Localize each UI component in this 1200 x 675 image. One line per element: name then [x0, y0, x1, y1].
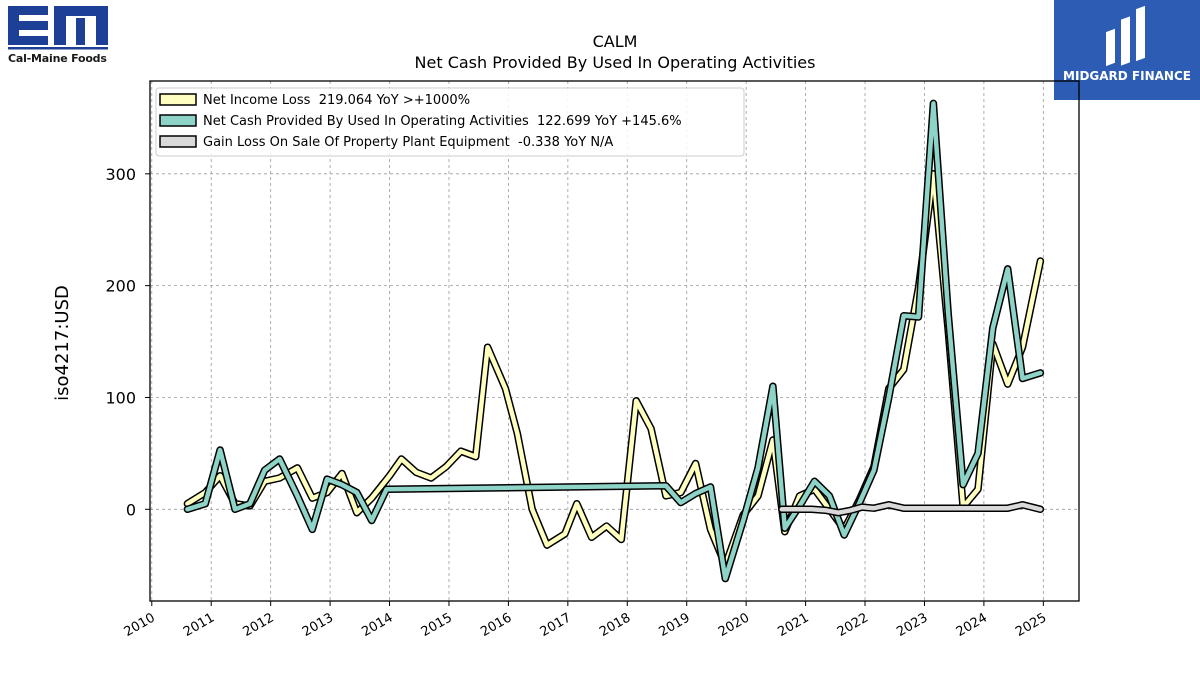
x-tick-label: 2025: [1013, 610, 1049, 640]
x-tick-label: 2013: [300, 610, 336, 640]
y-axis: 0 100 200 300: [105, 165, 150, 519]
legend: Net Income Loss 219.064 YoY >+1000% Net …: [155, 87, 745, 157]
legend-swatch-net-income: [159, 93, 197, 106]
legend-box: [155, 87, 745, 157]
y-tick-label: 0: [126, 500, 136, 519]
x-tick-label: 2021: [775, 610, 811, 640]
series-2: [778, 501, 1045, 517]
legend-label-operating-cash: Net Cash Provided By Used In Operating A…: [203, 114, 682, 129]
x-tick-label: 2023: [894, 610, 930, 640]
company-logo: Cal-Maine Foods: [8, 6, 108, 66]
x-tick-label: 2020: [716, 610, 752, 640]
chart-subtitle: Net Cash Provided By Used In Operating A…: [415, 53, 816, 72]
series-line: [185, 101, 1043, 581]
legend-swatch-gain-loss: [159, 135, 197, 148]
x-tick-label: 2024: [954, 610, 990, 640]
x-tick-label: 2015: [419, 610, 455, 640]
x-tick-label: 2017: [538, 610, 574, 640]
partner-badge-icon: [1106, 5, 1145, 67]
x-tick-label: 2010: [122, 610, 158, 640]
company-logo-name: Cal-Maine Foods: [8, 52, 107, 65]
y-axis-label: iso4217:USD: [52, 285, 73, 401]
x-tick-label: 2022: [835, 610, 871, 640]
x-tick-label: 2016: [478, 610, 514, 640]
x-tick-label: 2019: [657, 610, 693, 640]
partner-badge-name: MIDGARD FINANCE: [1063, 69, 1191, 83]
company-logo-mark: [8, 6, 108, 50]
legend-label-net-income: Net Income Loss 219.064 YoY >+1000%: [203, 93, 470, 108]
x-tick-label: 2014: [359, 610, 395, 640]
series-layer: [183, 99, 1045, 583]
chart-title: CALM: [593, 32, 638, 51]
y-tick-label: 200: [105, 277, 136, 296]
x-tick-label: 2012: [240, 610, 276, 640]
x-axis: 2010 2011 2012 2013 2014 2015 2016 2017 2018 2019…: [122, 601, 1049, 640]
partner-badge: MIDGARD FINANCE: [1054, 0, 1200, 100]
plot-frame: [149, 80, 1080, 602]
y-tick-label: 300: [105, 165, 136, 184]
legend-swatch-operating-cash: [159, 114, 197, 127]
series-1: [183, 99, 1045, 583]
legend-label-gain-loss: Gain Loss On Sale Of Property Plant Equi…: [203, 135, 613, 150]
series-line: [779, 502, 1043, 515]
x-tick-label: 2018: [597, 610, 633, 640]
y-tick-label: 100: [105, 388, 136, 407]
x-tick-label: 2011: [181, 610, 217, 640]
